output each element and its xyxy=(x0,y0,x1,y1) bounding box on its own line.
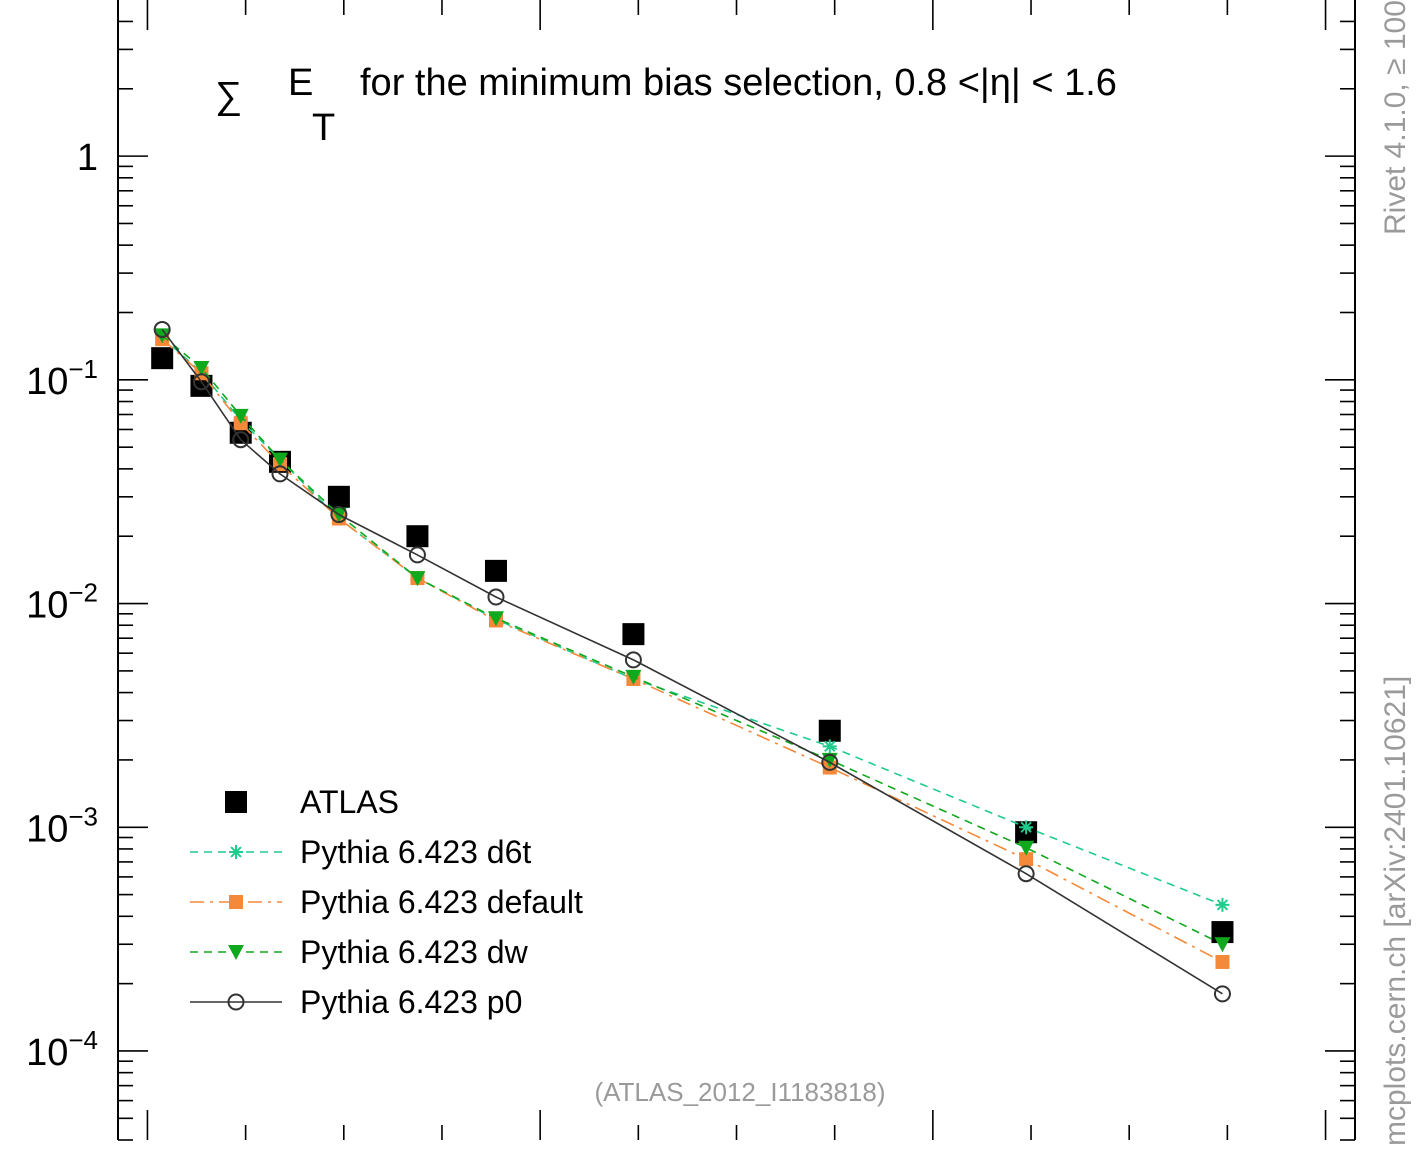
series-pythia-6-423-default xyxy=(155,332,1230,969)
chart-title: for the minimum bias selection, 0.8 <|η|… xyxy=(360,62,1117,104)
data-point xyxy=(271,465,289,483)
legend: ATLAS Pythia 6.423 d6t Pythia 6.423 defaul… xyxy=(190,784,583,1020)
legend-item: Pythia 6.423 d6t xyxy=(190,834,531,870)
legend-marker xyxy=(227,993,245,1011)
legend-label: Pythia 6.423 dw xyxy=(300,934,529,970)
legend-marker xyxy=(225,791,247,813)
data-point xyxy=(406,525,429,548)
data-point xyxy=(1214,937,1231,953)
data-point xyxy=(151,347,174,370)
data-point xyxy=(1018,840,1035,856)
data-point xyxy=(487,588,505,606)
y-tick-label: 10−1 xyxy=(26,354,98,403)
series-pythia-6-423-d6t xyxy=(155,330,1230,912)
title-t-subscript: T xyxy=(312,107,335,149)
data-point xyxy=(821,753,839,771)
data-point xyxy=(1215,897,1230,912)
series-pythia-6-423-dw xyxy=(154,328,1231,953)
data-point xyxy=(822,739,837,754)
data-point xyxy=(484,559,507,582)
y-tick-label: 10−4 xyxy=(26,1025,98,1074)
rivet-version-label: Rivet 4.1.0, ≥ 100k events xyxy=(1379,0,1412,235)
series-line xyxy=(161,328,1223,995)
legend-item: Pythia 6.423 p0 xyxy=(190,984,522,1020)
legend-marker xyxy=(228,945,244,960)
data-point xyxy=(1019,852,1034,867)
data-point xyxy=(232,431,250,449)
y-tick-label: 10−3 xyxy=(26,801,98,850)
axes-layer: 1 10−1 10−2 10−3 10−4 xyxy=(26,0,1356,1141)
data-point xyxy=(622,623,645,646)
series-pythia-6-423-p0 xyxy=(153,320,1231,1003)
y-tick-label: 1 xyxy=(77,137,98,179)
title-e-symbol: E xyxy=(288,62,313,104)
data-point xyxy=(153,320,171,338)
data-point xyxy=(1017,865,1035,883)
legend-label: ATLAS xyxy=(300,784,399,820)
y-tick-label: 10−2 xyxy=(26,578,98,627)
mcplots-source-label: mcplots.cern.ch [arXiv:2401.10621] xyxy=(1379,676,1412,1146)
data-point xyxy=(154,328,171,344)
data-point xyxy=(193,360,210,376)
data-point xyxy=(487,611,504,627)
legend-label: Pythia 6.423 p0 xyxy=(300,984,522,1020)
legend-label: Pythia 6.423 default xyxy=(300,884,583,920)
analysis-id-label: (ATLAS_2012_I1183818) xyxy=(594,1077,885,1107)
legend-marker xyxy=(229,845,243,859)
legend-item: ATLAS xyxy=(225,784,399,820)
data-point xyxy=(232,408,249,424)
data-point xyxy=(271,452,288,468)
data-point xyxy=(625,669,642,685)
data-point xyxy=(408,546,426,564)
data-point xyxy=(330,506,348,524)
data-point xyxy=(624,651,642,669)
series-layer xyxy=(151,320,1234,1003)
data-point xyxy=(1019,820,1034,835)
title-sum-symbol: ∑ xyxy=(215,75,242,117)
data-point xyxy=(818,719,841,742)
legend-marker xyxy=(229,895,243,909)
data-point xyxy=(409,571,426,587)
data-point xyxy=(1213,985,1231,1003)
data-point xyxy=(327,485,350,508)
data-point xyxy=(192,373,210,391)
legend-item: Pythia 6.423 dw xyxy=(190,934,529,970)
legend-label: Pythia 6.423 d6t xyxy=(300,834,531,870)
legend-item: Pythia 6.423 default xyxy=(190,884,583,920)
data-point xyxy=(1215,954,1230,969)
